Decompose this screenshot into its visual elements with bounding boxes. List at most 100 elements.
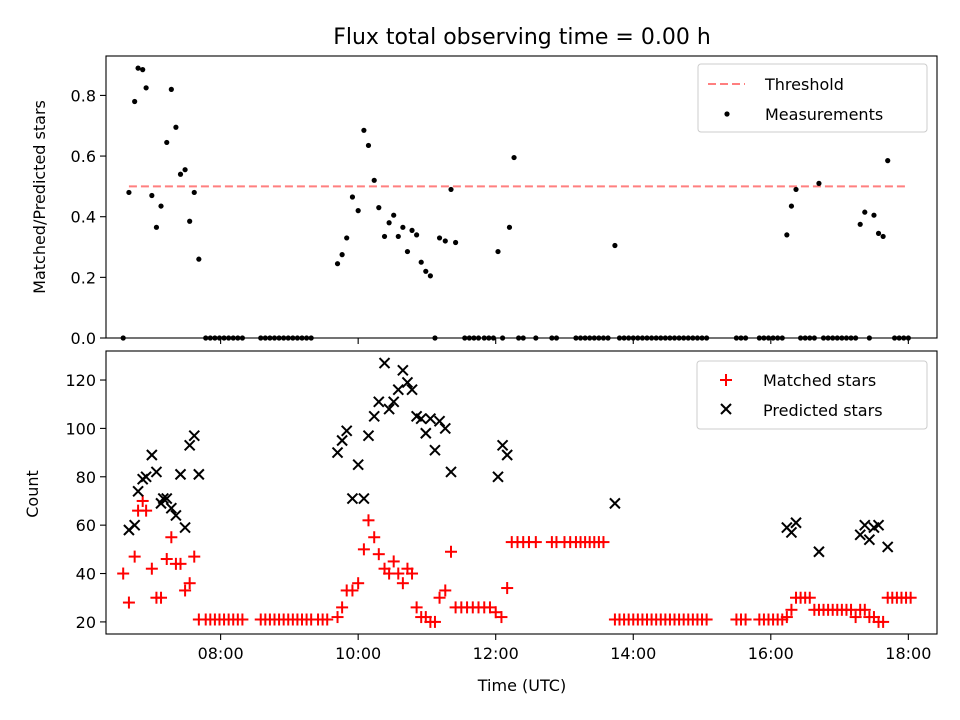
measurement-point [511,154,517,161]
measurement-point [427,273,433,279]
matched-star-point [780,611,793,624]
bottom-plot-frame [105,350,938,635]
predicted-star-point [362,429,375,442]
bottom-legend-box [696,360,928,430]
measurement-point [355,208,361,214]
matched-star-point [495,611,508,624]
matched-star-point [849,611,862,624]
measurement-point [386,220,392,226]
predicted-star-point [439,422,451,435]
measurement-point [495,248,501,255]
measurement-point [788,203,795,209]
measurement-point [164,139,170,146]
predicted-star-point [383,403,395,415]
measurement-point [381,233,388,240]
matched-star-point [439,584,452,597]
predicted-star-point [346,492,359,505]
matched-legend-swatch [720,374,732,386]
measurement-point [177,171,184,177]
bottom-y-tick-label: 120 [65,371,96,390]
bottom-x-tick-label: 08:00 [198,644,244,663]
measurement-point [191,189,197,196]
measurements-points [120,65,911,341]
predicted-star-point [140,471,152,483]
matched-star-point [387,555,400,568]
predicted-star-point [179,521,191,534]
top-y-tick-label: 0.6 [71,147,96,166]
predicted-star-point [161,492,173,505]
predicted-star-point [401,376,414,389]
top-y-tick-label: 0.4 [71,208,96,227]
matched-star-point [803,591,816,604]
measurements-legend-swatch [724,111,730,117]
bottom-y-tick-label: 80 [76,468,96,487]
measurement-point [857,221,863,227]
predicted-star-point [392,383,404,396]
matched-star-point [501,582,514,595]
measurement-point [339,252,345,258]
top-legend: Threshold Measurements [697,63,928,133]
measurement-point [182,167,188,173]
matched-star-point [357,543,370,556]
predicted-star-point [193,468,205,481]
predicted-star-point [157,492,170,505]
top-y-tick-label: 0.2 [71,268,96,287]
top-y-tick-label: 0.8 [71,86,96,105]
measurement-point [442,238,448,244]
predicted-star-point [420,427,432,439]
matched-star-point [155,591,168,604]
predicted-star-point [368,410,380,423]
top-y-axis-label: Matched/Predicted stars [30,100,49,294]
predicted-star-point [340,425,353,437]
predicted-star-point [387,396,400,408]
measurement-point [140,67,146,73]
bottom-x-tick-label: 16:00 [748,644,794,663]
chart-title: Flux total observing time = 0.00 h [333,25,711,50]
matched-star-point [529,536,542,549]
matched-star-point [445,545,458,558]
matched-star-point [117,567,130,580]
measurement-point [404,248,411,255]
matched-star-point [336,601,349,614]
measurement-point [400,224,406,230]
measurement-point [158,203,164,209]
matched-star-point [597,536,610,549]
predicted-star-point [609,497,621,510]
measurement-point [816,180,822,186]
predicted-star-point [863,533,876,546]
matched-star-point [362,514,375,527]
matched-star-point [410,601,423,614]
matched-star-point [331,611,344,624]
predicted-star-point [146,449,158,461]
matched-star-point [392,567,405,580]
x-axis-label: Time (UTC) [477,676,566,695]
predicted-star-point [859,519,871,531]
predicted-star-point [331,446,344,459]
predicted-star-point [183,439,196,452]
predicted-star-point [174,468,187,481]
predicted-star-point [813,546,825,558]
bottom-y-tick-label: 60 [76,516,96,535]
bottom-x-tick-label: 14:00 [610,644,656,663]
predicted-star-point [397,364,409,377]
bottom-x-tick-label: 12:00 [473,644,519,663]
measurement-point [612,242,618,249]
measurement-point [344,235,350,241]
matched-star-point [321,613,334,626]
matched-star-point [174,557,187,570]
matched-star-point [433,591,446,604]
bottom-x-tick-label: 18:00 [885,644,931,663]
matched-star-point [346,584,359,597]
matched-star-point [877,615,890,628]
predicted-star-point [433,415,446,427]
measurement-point [196,256,202,262]
matched-stars-points [117,494,917,628]
measurement-point [784,232,790,238]
matched-star-point [145,562,158,575]
matched-star-point [183,577,196,590]
predicted-star-point [501,449,513,461]
measurement-point [423,268,429,274]
predicted-legend-label: Predicted stars [763,401,883,420]
bottom-y-tick-label: 40 [76,565,96,584]
